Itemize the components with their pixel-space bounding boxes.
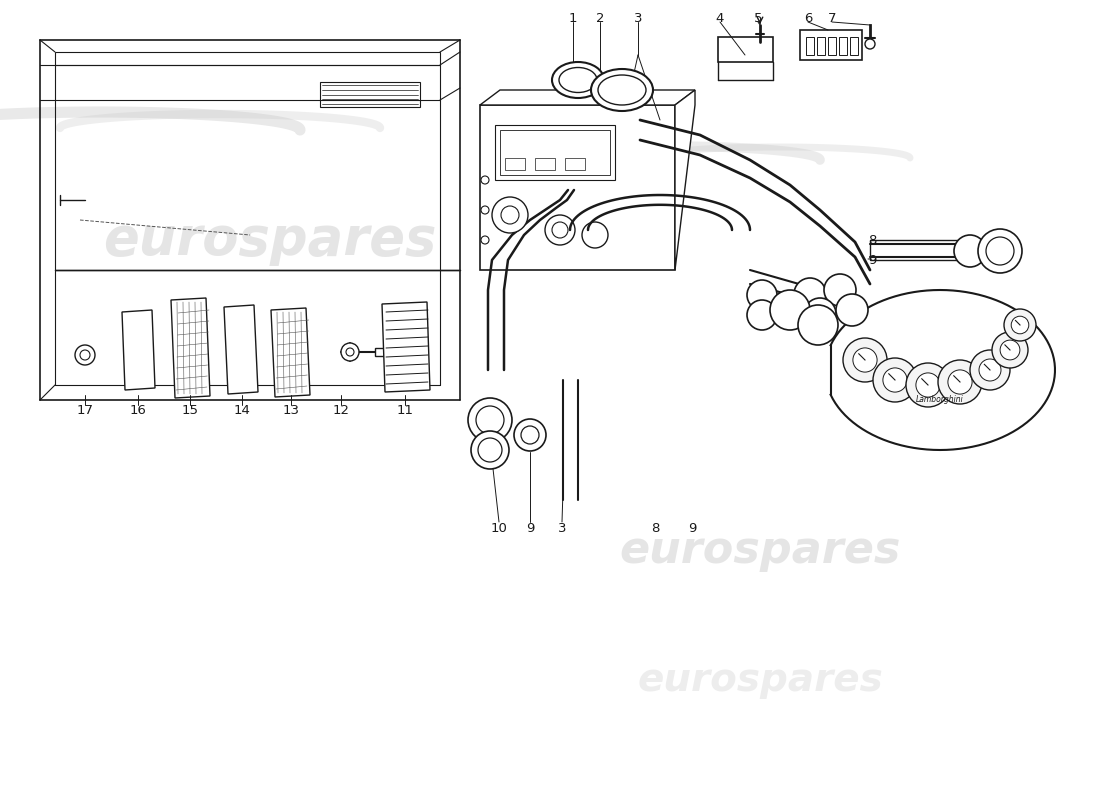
Bar bbox=[478, 420, 502, 450]
Text: 15: 15 bbox=[182, 403, 198, 417]
Text: 9: 9 bbox=[688, 522, 696, 534]
Text: 10: 10 bbox=[491, 522, 507, 534]
Circle shape bbox=[1000, 340, 1020, 360]
Circle shape bbox=[471, 431, 509, 469]
Text: 5: 5 bbox=[754, 11, 762, 25]
Circle shape bbox=[794, 278, 826, 310]
Text: 7: 7 bbox=[827, 11, 836, 25]
Circle shape bbox=[341, 343, 359, 361]
Bar bbox=[565, 158, 585, 170]
Circle shape bbox=[747, 300, 777, 330]
Bar bbox=[870, 240, 960, 260]
Text: 11: 11 bbox=[396, 403, 414, 417]
Circle shape bbox=[979, 359, 1001, 381]
Text: 9: 9 bbox=[868, 254, 877, 266]
Circle shape bbox=[954, 235, 986, 267]
Text: 4: 4 bbox=[716, 11, 724, 25]
Circle shape bbox=[75, 345, 95, 365]
Circle shape bbox=[770, 290, 810, 330]
Text: 17: 17 bbox=[77, 403, 94, 417]
Circle shape bbox=[873, 358, 917, 402]
Circle shape bbox=[978, 229, 1022, 273]
Polygon shape bbox=[480, 90, 695, 105]
Circle shape bbox=[986, 237, 1014, 265]
Circle shape bbox=[948, 370, 972, 394]
Circle shape bbox=[804, 298, 836, 330]
Text: 2: 2 bbox=[596, 11, 604, 25]
Circle shape bbox=[468, 398, 512, 442]
Ellipse shape bbox=[598, 75, 646, 105]
Circle shape bbox=[514, 419, 546, 451]
Text: 3: 3 bbox=[558, 522, 566, 534]
Bar bbox=[375, 348, 385, 356]
Text: 1: 1 bbox=[569, 11, 578, 25]
Bar bbox=[562, 68, 594, 94]
Circle shape bbox=[843, 338, 887, 382]
Polygon shape bbox=[224, 305, 258, 394]
Bar bbox=[806, 37, 814, 55]
Circle shape bbox=[798, 305, 838, 345]
Text: 16: 16 bbox=[130, 403, 146, 417]
Text: 8: 8 bbox=[651, 522, 659, 534]
Text: 6: 6 bbox=[804, 11, 812, 25]
Circle shape bbox=[747, 280, 777, 310]
Text: eurospares: eurospares bbox=[103, 214, 437, 266]
Bar bbox=[495, 125, 615, 180]
Text: 13: 13 bbox=[283, 403, 299, 417]
Text: Lamborghini: Lamborghini bbox=[916, 395, 964, 405]
Polygon shape bbox=[122, 310, 155, 390]
Polygon shape bbox=[675, 90, 695, 270]
Circle shape bbox=[852, 348, 877, 372]
Circle shape bbox=[544, 215, 575, 245]
Circle shape bbox=[938, 360, 982, 404]
Bar bbox=[535, 158, 556, 170]
Bar bbox=[839, 37, 847, 55]
Bar bbox=[850, 37, 858, 55]
Polygon shape bbox=[271, 308, 310, 397]
Circle shape bbox=[970, 350, 1010, 390]
Circle shape bbox=[992, 332, 1028, 368]
Polygon shape bbox=[382, 302, 430, 392]
Polygon shape bbox=[170, 298, 210, 398]
Ellipse shape bbox=[552, 62, 604, 98]
Bar bbox=[718, 37, 773, 62]
Circle shape bbox=[916, 373, 940, 397]
Text: 3: 3 bbox=[634, 11, 642, 25]
Bar bbox=[800, 30, 862, 60]
Text: 8: 8 bbox=[868, 234, 877, 246]
Circle shape bbox=[906, 363, 950, 407]
Bar bbox=[320, 82, 420, 107]
Circle shape bbox=[836, 294, 868, 326]
Text: 9: 9 bbox=[526, 522, 535, 534]
Bar bbox=[605, 87, 639, 105]
Bar bbox=[828, 37, 836, 55]
Circle shape bbox=[1004, 309, 1036, 341]
Bar bbox=[500, 130, 610, 175]
Circle shape bbox=[865, 39, 874, 49]
Bar bbox=[480, 105, 675, 270]
Circle shape bbox=[824, 274, 856, 306]
Bar bbox=[505, 158, 525, 170]
Ellipse shape bbox=[591, 69, 653, 111]
Ellipse shape bbox=[559, 67, 597, 93]
Text: 12: 12 bbox=[332, 403, 350, 417]
Text: 14: 14 bbox=[233, 403, 251, 417]
Bar bbox=[817, 37, 825, 55]
Text: eurospares: eurospares bbox=[619, 529, 901, 571]
Circle shape bbox=[582, 222, 608, 248]
Circle shape bbox=[883, 368, 908, 392]
Circle shape bbox=[1011, 316, 1028, 334]
Text: eurospares: eurospares bbox=[637, 661, 883, 699]
Circle shape bbox=[492, 197, 528, 233]
